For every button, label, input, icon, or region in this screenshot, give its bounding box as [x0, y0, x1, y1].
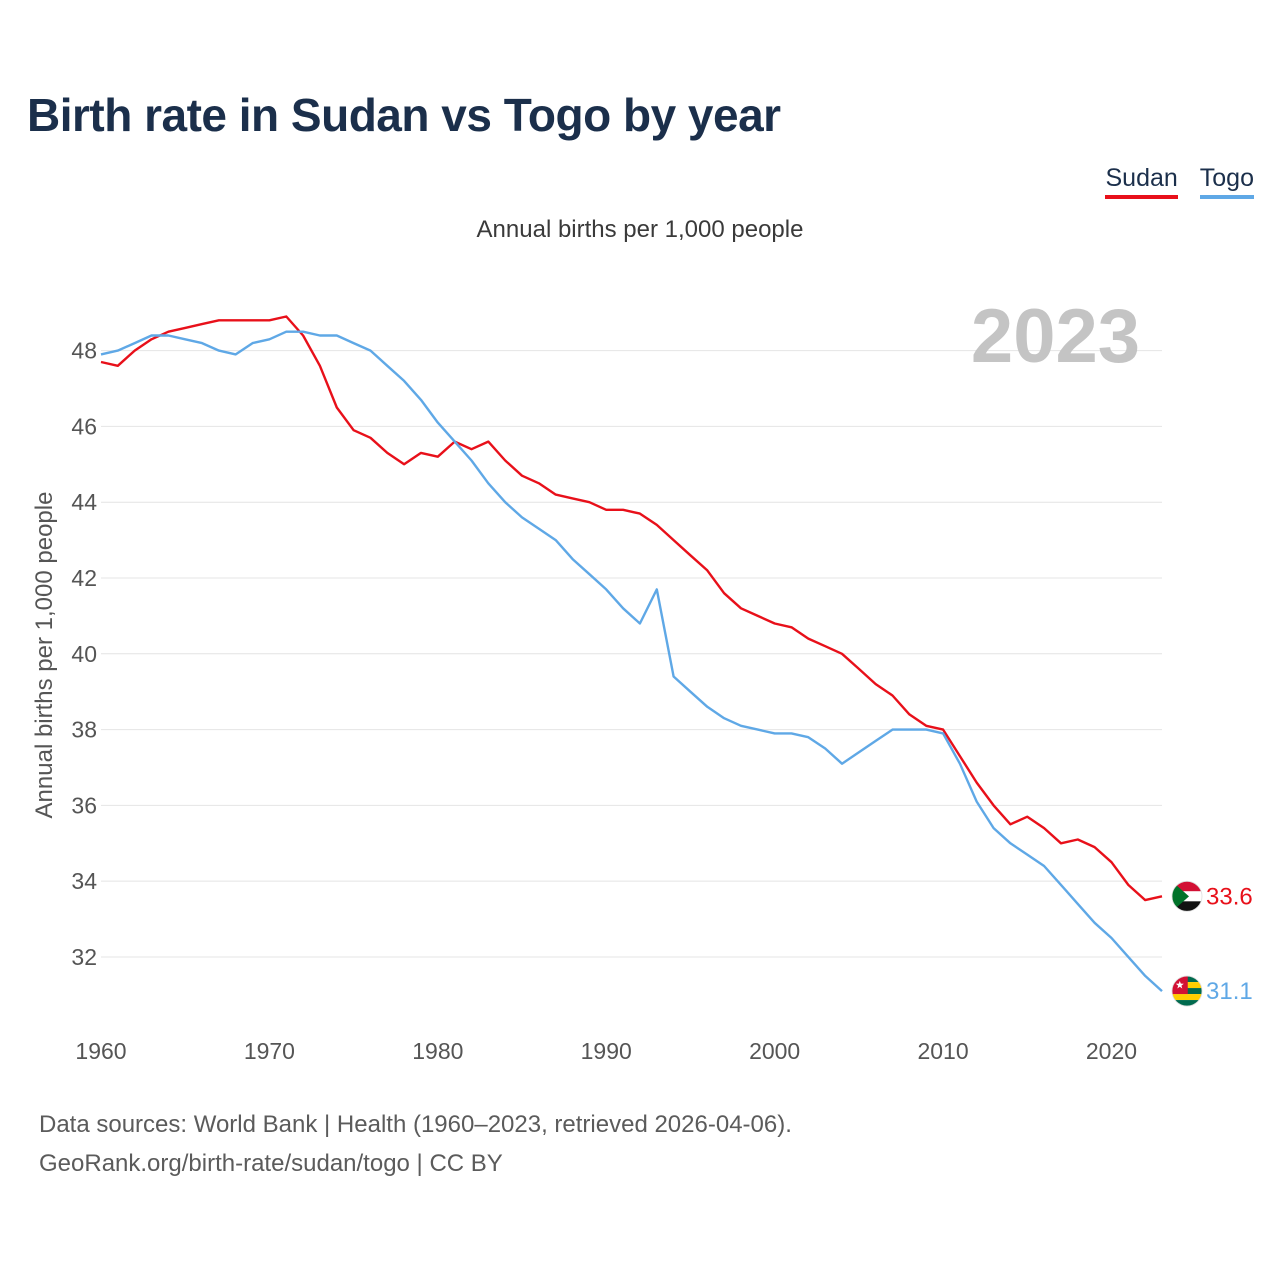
- y-axis-label: Annual births per 1,000 people: [31, 492, 58, 819]
- y-tick-label: 36: [71, 792, 97, 818]
- series-line-togo: [100, 330, 1163, 992]
- x-tick-label: 2010: [917, 1038, 968, 1064]
- y-tick-label: 42: [71, 565, 97, 591]
- flag-border: [1171, 975, 1203, 1007]
- chart-title: Birth rate in Sudan vs Togo by year: [27, 89, 781, 141]
- x-tick-label: 1990: [581, 1038, 632, 1064]
- flag-border: [1171, 880, 1203, 912]
- source-note: Data sources: World Bank | Health (1960–…: [39, 1105, 792, 1183]
- year-label: 2023: [971, 294, 1140, 379]
- legend-item-sudan[interactable]: Sudan: [1105, 164, 1178, 199]
- end-value-label-sudan: 33.6: [1206, 883, 1253, 910]
- y-tick-label: 44: [71, 489, 97, 515]
- source-line-2[interactable]: GeoRank.org/birth-rate/sudan/togo | CC B…: [39, 1150, 503, 1177]
- x-tick-label: 1980: [412, 1038, 463, 1064]
- y-tick-label: 32: [71, 944, 97, 970]
- y-tick-label: 38: [71, 717, 97, 743]
- y-tick-label: 40: [71, 641, 97, 667]
- chart-subtitle: Annual births per 1,000 people: [476, 216, 804, 243]
- x-tick-label: 2020: [1086, 1038, 1137, 1064]
- x-tick-label: 2000: [749, 1038, 800, 1064]
- x-tick-label: 1960: [75, 1038, 126, 1064]
- y-tick-label: 46: [71, 413, 97, 439]
- y-tick-label: 48: [71, 338, 97, 364]
- series-line-sudan: [100, 315, 1163, 902]
- end-value-label-togo: 31.1: [1206, 978, 1253, 1005]
- sudan-flag-icon: [1172, 881, 1202, 912]
- y-tick-label: 34: [71, 868, 97, 894]
- legend: Sudan Togo: [1105, 164, 1254, 199]
- source-line-1: Data sources: World Bank | Health (1960–…: [39, 1111, 792, 1138]
- legend-item-togo[interactable]: Togo: [1199, 164, 1254, 199]
- x-tick-label: 1970: [244, 1038, 295, 1064]
